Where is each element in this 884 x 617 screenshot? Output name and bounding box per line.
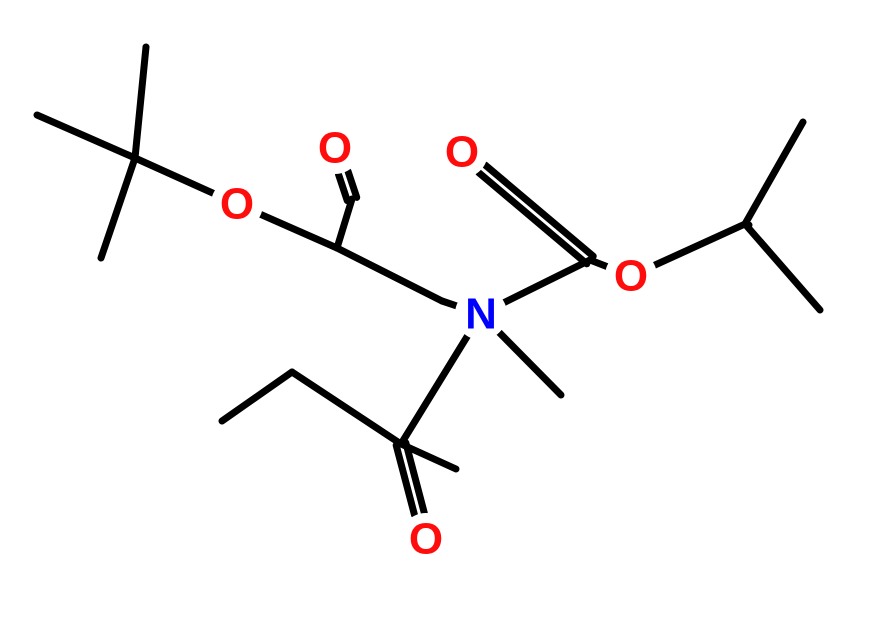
bond: [222, 372, 292, 421]
bond: [479, 173, 587, 264]
atom-label-n: N: [465, 290, 497, 339]
molecule-canvas: N O O O O O: [0, 0, 884, 617]
atom-label-o: O: [318, 124, 352, 173]
bond: [135, 47, 146, 158]
bond: [338, 174, 347, 200]
bond: [499, 332, 561, 395]
bond: [37, 115, 135, 158]
bond: [337, 248, 442, 301]
bond: [745, 122, 803, 224]
bond: [292, 372, 401, 444]
bond: [101, 158, 135, 258]
atom-label-o: O: [220, 180, 254, 229]
bond: [348, 171, 357, 197]
atom-label-o: O: [445, 128, 479, 177]
atom-label-o: O: [409, 515, 443, 564]
atoms-layer: N O O O O O: [211, 122, 657, 565]
bond: [135, 158, 213, 193]
bond: [442, 301, 456, 306]
bond: [401, 336, 467, 444]
bond: [485, 165, 593, 256]
bonds-layer: [37, 47, 820, 515]
bond: [745, 224, 820, 310]
bond: [261, 214, 337, 248]
atom-label-o: O: [614, 252, 648, 301]
bond: [745, 224, 749, 225]
bond: [337, 199, 352, 248]
bond: [504, 260, 590, 302]
bond: [590, 260, 607, 267]
bond: [655, 224, 745, 265]
